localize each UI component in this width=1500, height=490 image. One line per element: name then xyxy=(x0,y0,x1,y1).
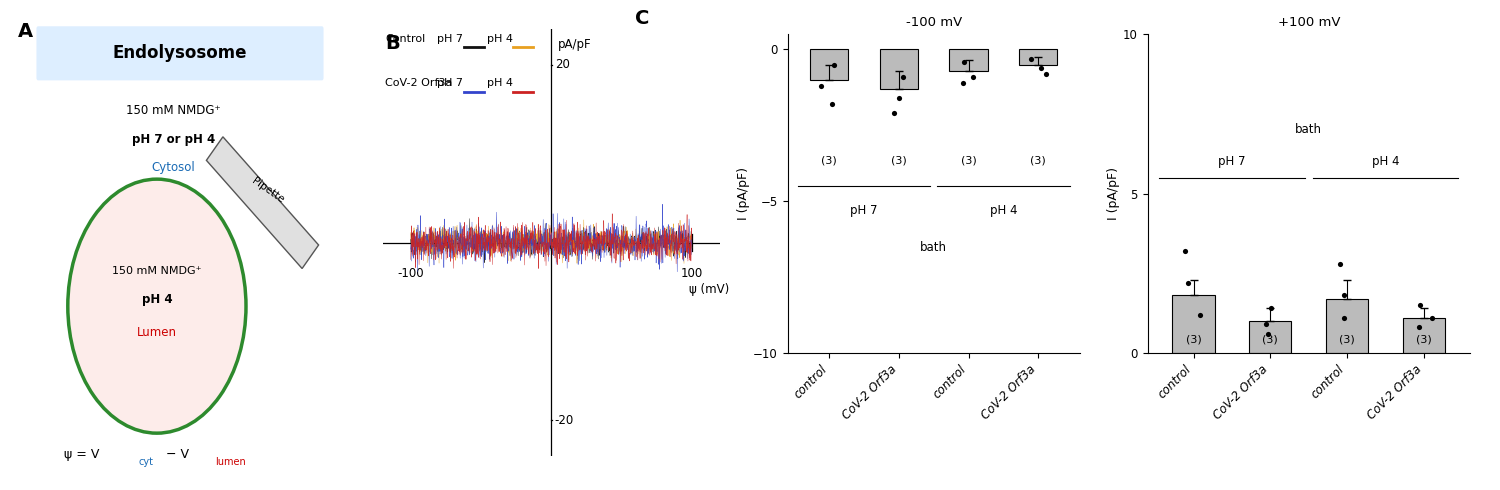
Text: pH 4: pH 4 xyxy=(990,204,1017,217)
Text: pA/pF: pA/pF xyxy=(558,38,592,51)
Point xyxy=(1176,279,1200,287)
Point xyxy=(1256,330,1280,338)
Text: (3): (3) xyxy=(1030,156,1045,166)
Text: pH 4: pH 4 xyxy=(486,34,513,44)
Text: lumen: lumen xyxy=(214,457,246,467)
Text: A: A xyxy=(18,22,33,41)
Point xyxy=(886,94,910,102)
Text: pH 7: pH 7 xyxy=(850,204,877,217)
Text: -20: -20 xyxy=(555,414,574,427)
Text: pH 4: pH 4 xyxy=(486,78,513,88)
Text: CoV-2 Orf3a: CoV-2 Orf3a xyxy=(386,78,453,88)
Point xyxy=(951,58,975,66)
Point xyxy=(1020,55,1044,63)
Bar xyxy=(1173,295,1215,353)
Title: -100 mV: -100 mV xyxy=(906,16,962,29)
Text: 20: 20 xyxy=(555,58,570,72)
Text: Pipette: Pipette xyxy=(249,176,285,205)
Point xyxy=(1188,311,1212,319)
Text: bath: bath xyxy=(920,241,948,253)
Text: (3): (3) xyxy=(822,156,837,166)
Circle shape xyxy=(68,179,246,433)
FancyBboxPatch shape xyxy=(36,26,324,80)
Text: 150 mM NMDG⁺: 150 mM NMDG⁺ xyxy=(126,104,220,118)
Text: Cytosol: Cytosol xyxy=(152,161,195,174)
Bar xyxy=(1402,318,1444,353)
Text: ψ (mV): ψ (mV) xyxy=(688,283,729,295)
Text: (3): (3) xyxy=(960,156,976,166)
Y-axis label: I (pA/pF): I (pA/pF) xyxy=(738,167,750,220)
Text: (3): (3) xyxy=(1340,335,1354,345)
Point xyxy=(882,109,906,117)
Bar xyxy=(1326,298,1368,353)
Text: cyt: cyt xyxy=(138,457,153,467)
Text: pH 7: pH 7 xyxy=(1218,155,1245,168)
Point xyxy=(951,79,975,87)
Bar xyxy=(810,49,849,80)
Text: C: C xyxy=(636,9,650,28)
Text: B: B xyxy=(386,34,400,53)
Text: ψ = V: ψ = V xyxy=(64,448,101,461)
Text: -100: -100 xyxy=(398,268,424,280)
Text: Control: Control xyxy=(386,34,426,44)
Text: pH 4: pH 4 xyxy=(141,293,172,306)
Point xyxy=(1332,314,1356,321)
Bar xyxy=(880,49,918,89)
Point xyxy=(1419,314,1443,321)
Point xyxy=(1407,323,1431,331)
Point xyxy=(962,73,986,81)
Point xyxy=(1029,64,1053,72)
Bar xyxy=(1250,321,1292,353)
Text: Endolysosome: Endolysosome xyxy=(112,44,248,62)
Point xyxy=(1328,260,1352,268)
Text: (3): (3) xyxy=(1416,335,1432,345)
Bar xyxy=(950,49,987,71)
Text: 100: 100 xyxy=(681,268,703,280)
Text: pH 7: pH 7 xyxy=(438,34,464,44)
Text: Lumen: Lumen xyxy=(136,325,177,339)
Polygon shape xyxy=(207,137,318,269)
Point xyxy=(1173,247,1197,255)
Text: − V: − V xyxy=(162,448,189,461)
Y-axis label: I (pA/pF): I (pA/pF) xyxy=(1107,167,1120,220)
Point xyxy=(810,82,834,90)
Point xyxy=(1258,304,1282,312)
Text: (3): (3) xyxy=(1263,335,1278,345)
Text: (3): (3) xyxy=(891,156,908,166)
Text: pH 7: pH 7 xyxy=(438,78,464,88)
Point xyxy=(819,100,843,108)
Point xyxy=(1254,320,1278,328)
Text: (3): (3) xyxy=(1185,335,1202,345)
Text: 150 mM NMDG⁺: 150 mM NMDG⁺ xyxy=(112,266,201,276)
Title: +100 mV: +100 mV xyxy=(1278,16,1340,29)
Text: pH 7 or pH 4: pH 7 or pH 4 xyxy=(132,133,214,146)
Point xyxy=(1034,70,1058,77)
Point xyxy=(891,73,915,81)
Text: pH 4: pH 4 xyxy=(1372,155,1400,168)
Point xyxy=(822,61,846,69)
Text: bath: bath xyxy=(1294,123,1323,136)
Point xyxy=(1407,301,1431,309)
Bar xyxy=(1019,49,1058,65)
Point xyxy=(1332,292,1356,299)
